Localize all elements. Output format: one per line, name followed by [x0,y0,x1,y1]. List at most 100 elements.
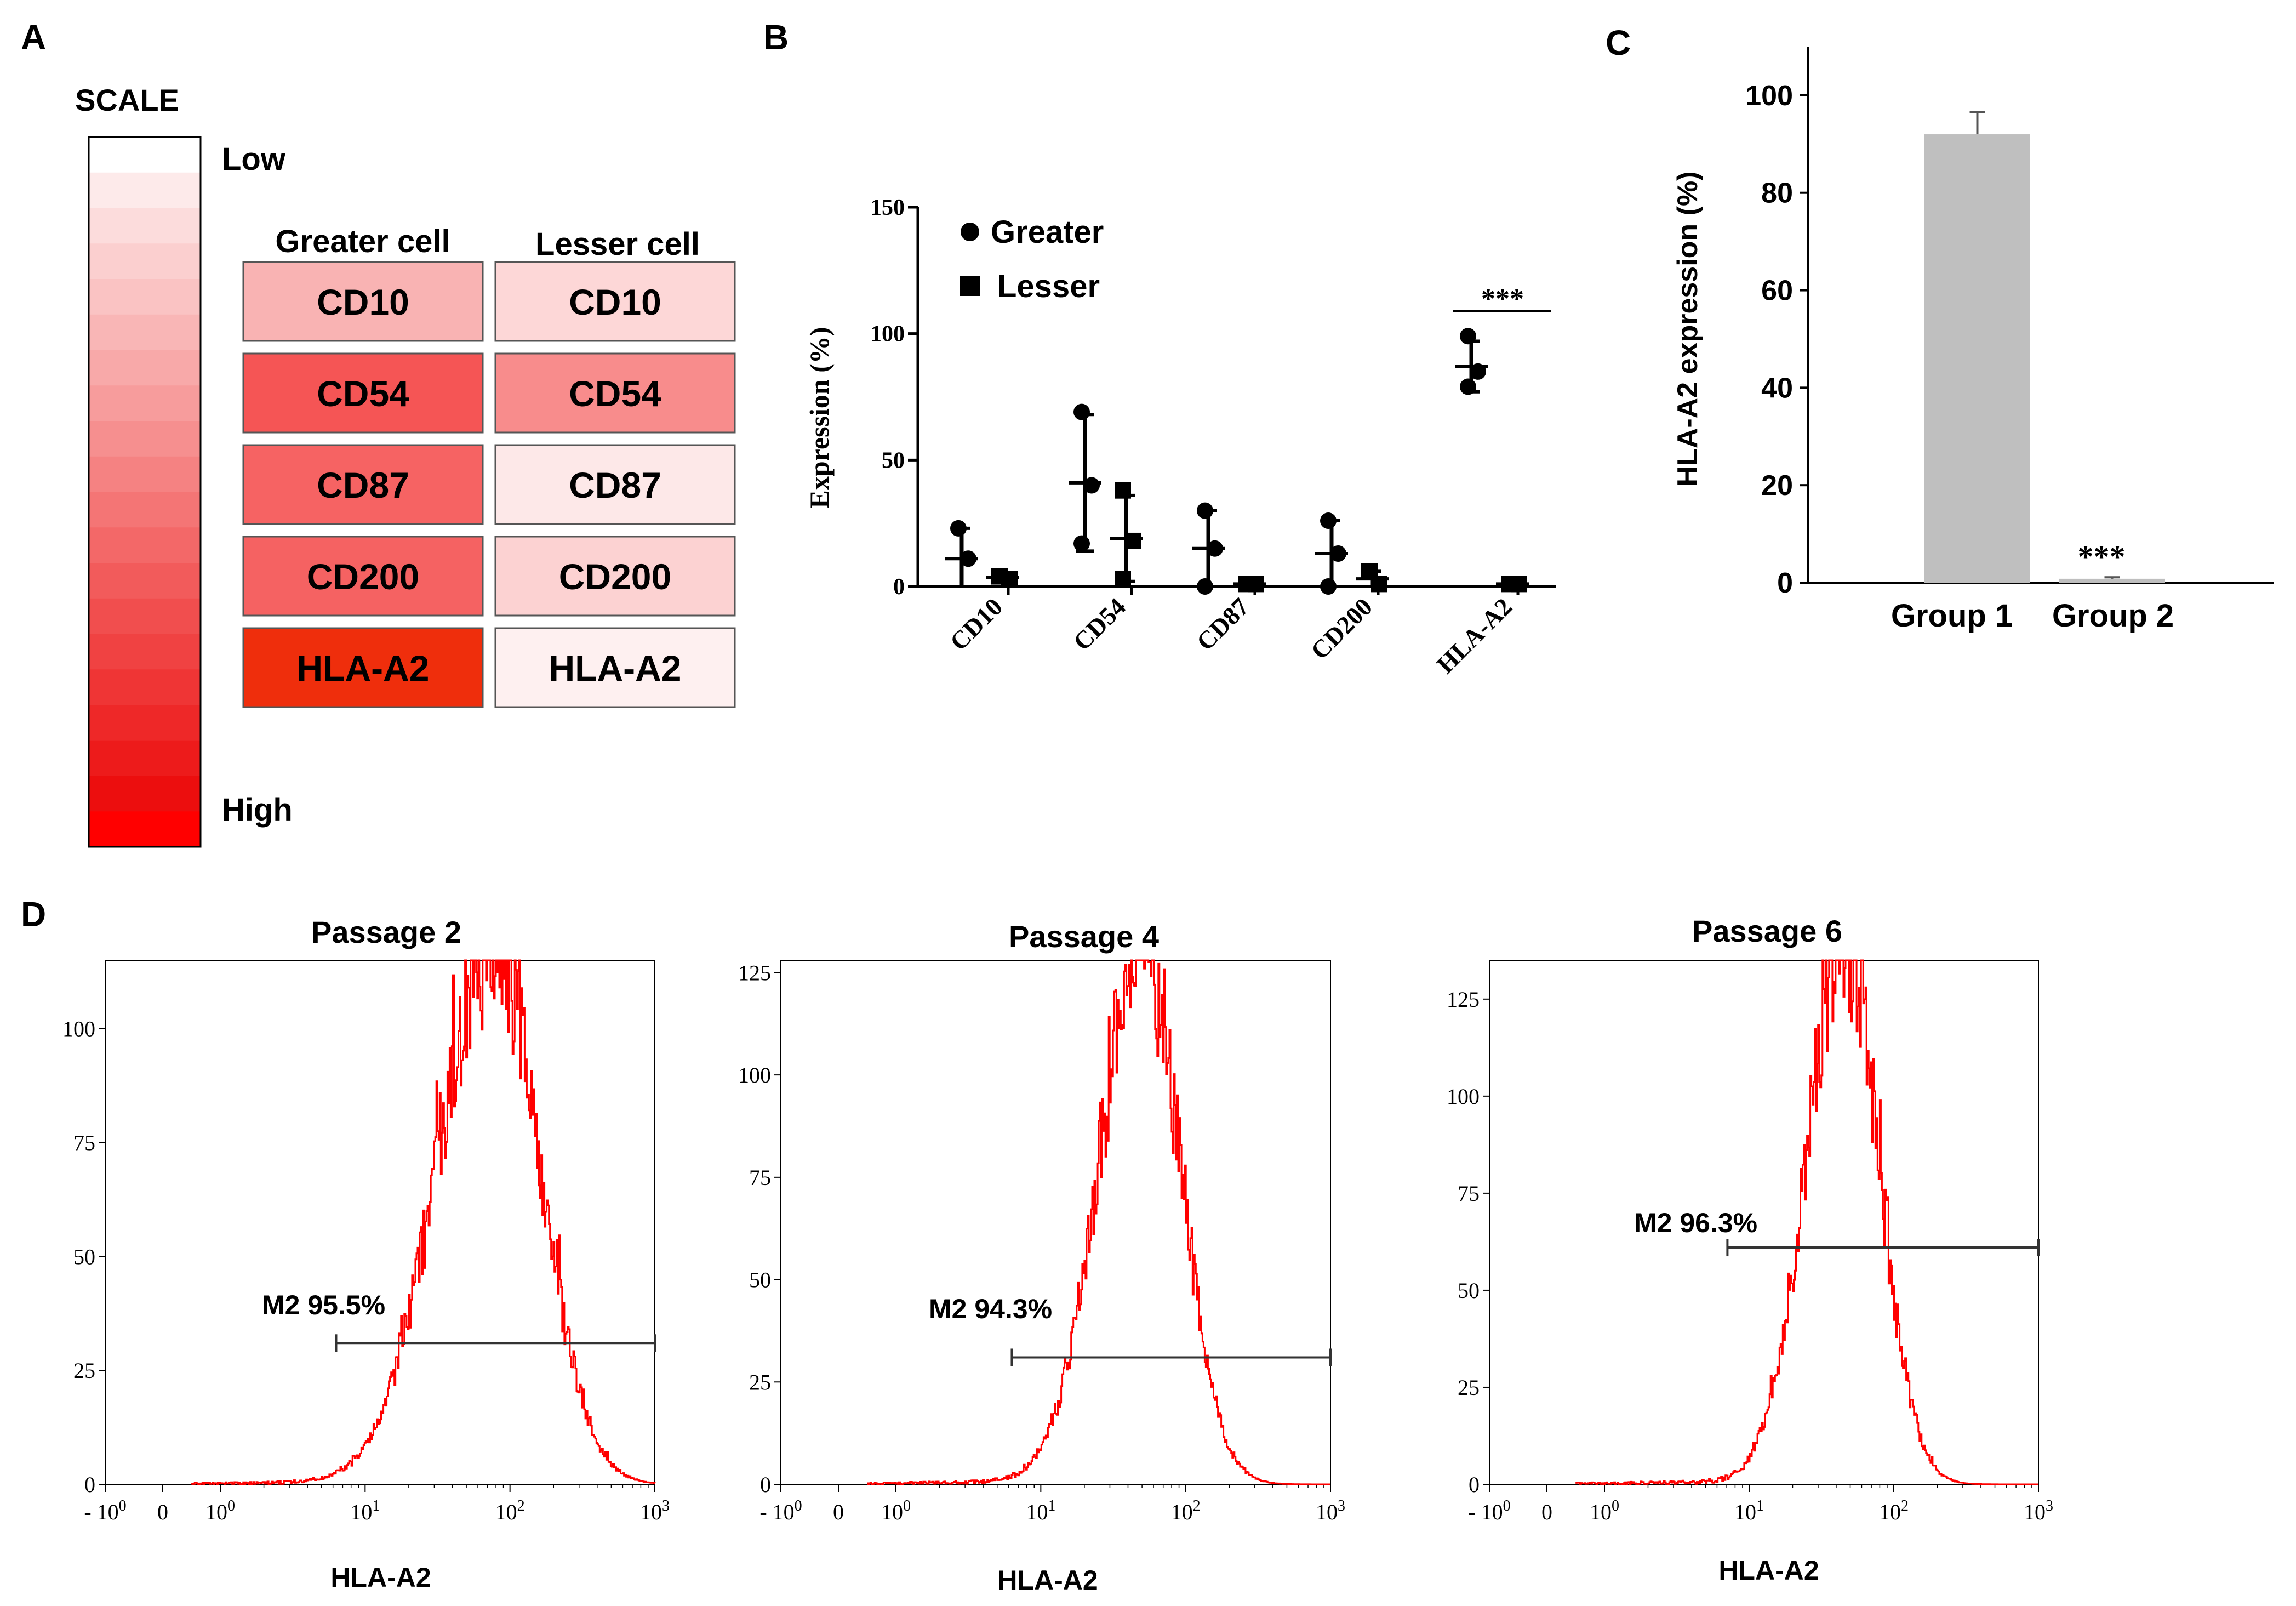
x-tick-exponent: 1 [1756,1497,1764,1514]
heatmap-cell-greater [242,352,484,434]
data-point-lesser [1511,576,1527,593]
heatmap-header-lesser: Lesser cell [535,226,700,262]
x-tick-exponent: 0 [795,1497,802,1514]
y-tick-label: 125 [1447,987,1480,1012]
scale-step [89,350,200,386]
data-point-greater [1207,540,1223,557]
histogram-title: Passage 2 [311,915,461,949]
y-tick-label: 100 [870,322,905,347]
histogram-gate-label: M2 94.3% [929,1294,1052,1324]
y-tick-label: 100 [62,1017,95,1041]
data-point-greater [1197,502,1213,519]
y-tick-label: 0 [1469,1472,1480,1497]
x-tick-exponent: 0 [903,1497,911,1514]
heatmap-cell-label: CD200 [307,556,419,597]
legend-greater-label: Greater [991,214,1104,250]
y-tick-label: 50 [73,1244,95,1269]
heatmap-cell-lesser [494,352,736,434]
panel-label-d: D [21,895,46,934]
panel-b-marks [945,328,1529,595]
histogram-gate-label: M2 95.5% [262,1290,385,1320]
scale-step [89,421,200,457]
heatmap-cell-label: HLA-A2 [297,648,430,688]
x-tick-exponent: 0 [1612,1497,1619,1514]
scale-step [89,669,200,705]
legend-greater-marker [961,223,979,241]
y-tick-label: 40 [1761,372,1793,404]
x-tick-exponent: 1 [1048,1497,1055,1514]
scale-bar [88,136,202,848]
x-tick-exponent: 2 [1193,1497,1201,1514]
panel-b-significance: *** [1481,283,1524,315]
x-tick-label: CD10 [944,593,1008,656]
panel-label-b: B [763,18,789,57]
data-point-greater [1073,535,1090,552]
data-point-greater [1320,578,1337,595]
histogram-gate-label: M2 96.3% [1634,1208,1757,1238]
y-tick-label: 100 [1745,80,1793,112]
y-tick-label: 125 [738,960,771,985]
x-tick-label: Group 2 [2052,598,2174,634]
x-tick-label: Group 1 [1891,598,2013,634]
y-tick-label: 60 [1761,275,1793,307]
heatmap-cell-label: HLA-A2 [549,648,682,688]
data-point-lesser [1248,576,1264,593]
y-tick-label: 25 [1458,1375,1480,1400]
panel-b-scatter: 0 50 100 150 CD10 CD54 CD87 CD200 HLA-A2 Express… [804,195,1556,679]
x-tick-exponent: 0 [227,1497,235,1514]
x-tick-exponent: 2 [517,1497,525,1514]
y-tick-label: 0 [84,1472,95,1497]
panel-b-legend: Greater Lesser [960,214,1104,304]
data-point-greater [960,550,976,567]
x-tick-label: 100 [881,1497,911,1524]
heatmap-cell-greater [242,536,484,617]
data-point-lesser [1115,482,1131,499]
x-tick-exponent: 1 [372,1497,380,1514]
x-tick-label: 103 [1316,1497,1345,1524]
y-tick-label: 25 [73,1358,95,1383]
y-tick-label: 75 [749,1165,771,1190]
bar [1924,134,2030,583]
y-tick-label: 75 [73,1131,95,1155]
x-tick-label: HLA-A2 [1431,593,1517,679]
histogram-xlabel: HLA-A2 [1718,1555,1819,1586]
panel-c-bar: 0 20 40 60 80 100 Group 1 Group 2 HLA-A2 expres… [1672,47,2274,634]
panel-label-a: A [21,18,46,57]
scale-step [89,492,200,528]
x-tick-label: 101 [1734,1497,1764,1524]
panel-a-heatmap: SCALE Low High Greater cell Lesser cell … [75,83,736,848]
histogram-title: Passage 6 [1692,914,1842,948]
x-tick-label: 100 [1590,1497,1619,1524]
scale-high-label: High [222,792,293,828]
y-tick-label: 25 [749,1370,771,1394]
plot-frame [105,960,655,1485]
y-tick-label: 50 [1458,1278,1480,1303]
x-tick-label: 102 [1171,1497,1201,1524]
y-tick-label: 150 [870,195,905,220]
x-tick-label: - 100 [759,1497,802,1524]
legend-lesser-marker [960,276,980,296]
data-point-greater [950,520,967,537]
scale-step [89,705,200,741]
heatmap-cell-label: CD54 [569,373,661,414]
heatmap-cell-greater [242,627,484,708]
panel-c-marks [1924,111,2165,583]
x-tick-label: 103 [2024,1497,2053,1524]
x-tick-label: CD87 [1191,593,1254,656]
heatmap-cell-label: CD10 [317,282,409,322]
histogram-passage-6: Passage 6 M2 96.3% HLA-A2 0255075100125-… [1447,914,2053,1586]
y-tick-label: 80 [1761,178,1793,209]
x-tick-exponent: 2 [1901,1497,1909,1514]
y-tick-label: 50 [749,1268,771,1292]
panel-b-axes: 0 50 100 150 CD10 CD54 CD87 CD200 HLA-A2 [870,195,1556,679]
scale-step [89,598,200,634]
x-tick-label: - 100 [84,1497,126,1524]
histogram-xlabel: HLA-A2 [330,1562,431,1593]
x-tick-exponent: 3 [2046,1497,2053,1514]
scale-step [89,385,200,422]
panel-b-ylabel: Expression (%) [804,327,835,508]
plot-frame [780,960,1331,1485]
heatmap-cells: CD10 CD54 CD87 CD200 HLA-A2 CD10 CD54 CD87 CD200… [242,261,736,708]
